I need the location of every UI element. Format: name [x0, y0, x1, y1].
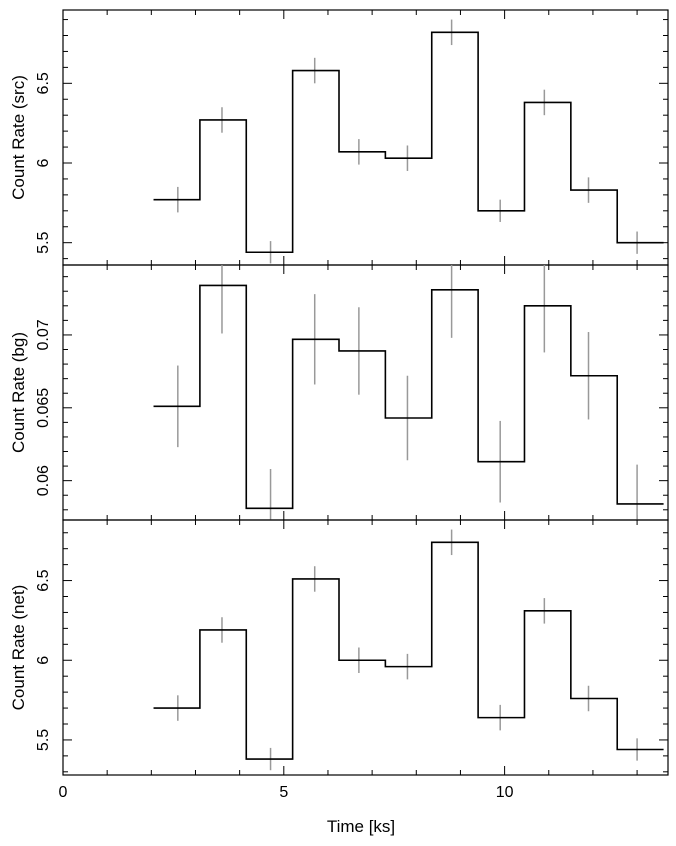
- x-tick-label: 10: [496, 784, 514, 801]
- plot-frame: [62, 9, 669, 266]
- y-tick-label: 6.5: [35, 569, 52, 591]
- y-tick-label: 6.5: [35, 72, 52, 94]
- plot-frame: [62, 264, 669, 521]
- y-axis-label: Count Rate (src): [9, 75, 28, 200]
- y-tick-label: 6: [35, 158, 52, 167]
- y-tick-label: 6: [35, 656, 52, 665]
- series-group: [153, 19, 664, 264]
- y-axis-label: Count Rate (net): [9, 585, 28, 711]
- plot-frame: [62, 519, 669, 776]
- src-panel: 5.5 6 6.5 Count Rate (src): [9, 9, 669, 266]
- series-group: [153, 265, 664, 520]
- bg-panel: 0.06 0.065 0.07 Count Rate (bg): [9, 264, 669, 521]
- y-tick-label: 5.5: [35, 231, 52, 253]
- series-group: [153, 529, 664, 771]
- step-line: [153, 31, 664, 254]
- step-line: [153, 541, 664, 760]
- net-panel: 5.5 6 6.5 Count Rate (net): [9, 519, 669, 776]
- x-tick-label: 0: [59, 784, 68, 801]
- x-axis-label: Time [ks]: [327, 817, 395, 836]
- y-tick-label: 0.06: [35, 465, 52, 496]
- step-line: [153, 284, 664, 510]
- x-tick-label: 5: [279, 784, 288, 801]
- y-tick-label: 0.07: [35, 319, 52, 350]
- y-tick-label: 0.065: [35, 388, 52, 428]
- y-tick-label: 5.5: [35, 729, 52, 751]
- y-axis-label: Count Rate (bg): [9, 332, 28, 453]
- x-axis: 0 5 10: [59, 784, 514, 801]
